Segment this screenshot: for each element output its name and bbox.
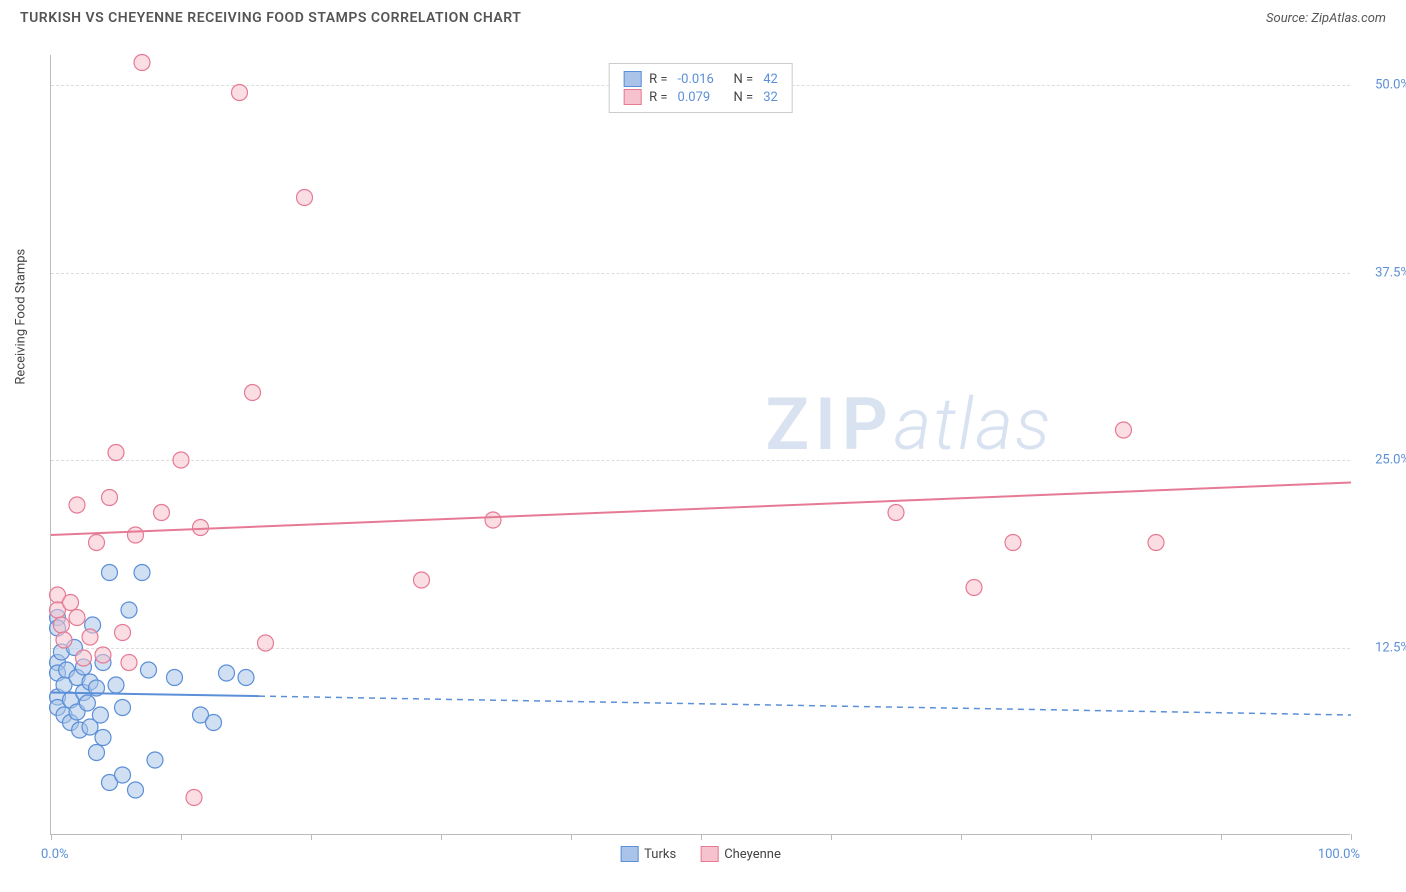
scatter-point (128, 782, 144, 798)
legend-swatch (700, 846, 718, 862)
scatter-point (102, 565, 118, 581)
legend-swatch (623, 89, 641, 105)
scatter-point (108, 445, 124, 461)
scatter-point (115, 625, 131, 641)
scatter-point (219, 665, 235, 681)
scatter-point (297, 190, 313, 206)
correlation-legend: R = -0.016 N = 42 R = 0.079 N = 32 (608, 63, 793, 113)
scatter-point (108, 677, 124, 693)
x-tick (51, 834, 52, 840)
x-tick (701, 834, 702, 840)
scatter-point (1116, 422, 1132, 438)
scatter-point (173, 452, 189, 468)
y-tick-label: 37.5% (1375, 265, 1406, 280)
scatter-point (966, 580, 982, 596)
legend-swatch (623, 71, 641, 87)
chart-title: TURKISH VS CHEYENNE RECEIVING FOOD STAMP… (20, 10, 521, 26)
legend-r-label: R = (649, 72, 667, 87)
scatter-point (128, 527, 144, 543)
scatter-point (102, 490, 118, 506)
scatter-point (888, 505, 904, 521)
legend-n-value: 32 (763, 90, 778, 105)
x-tick (1221, 834, 1222, 840)
scatter-point (238, 670, 254, 686)
scatter-point (134, 55, 150, 71)
scatter-point (193, 520, 209, 536)
scatter-svg (51, 55, 1350, 834)
y-tick-label: 12.5% (1375, 640, 1406, 655)
scatter-point (53, 617, 69, 633)
scatter-point (206, 715, 222, 731)
legend-swatch (620, 846, 638, 862)
x-tick (1351, 834, 1352, 840)
scatter-point (89, 745, 105, 761)
legend-n-value: 42 (763, 72, 778, 87)
legend-r-value: 0.079 (678, 90, 726, 105)
scatter-point (89, 535, 105, 551)
scatter-point (232, 85, 248, 101)
legend-series-label: Cheyenne (724, 847, 781, 862)
scatter-point (95, 647, 111, 663)
legend-r-value: -0.016 (678, 72, 726, 87)
scatter-point (154, 505, 170, 521)
legend-r-label: R = (649, 90, 667, 105)
x-axis-min-label: 0.0% (41, 847, 69, 862)
scatter-point (76, 650, 92, 666)
scatter-point (414, 572, 430, 588)
scatter-point (167, 670, 183, 686)
scatter-point (92, 707, 108, 723)
scatter-point (95, 730, 111, 746)
legend-series-item: Turks (620, 846, 676, 862)
scatter-point (63, 595, 79, 611)
scatter-point (258, 635, 274, 651)
scatter-point (69, 610, 85, 626)
x-tick (311, 834, 312, 840)
scatter-point (485, 512, 501, 528)
scatter-point (79, 695, 95, 711)
scatter-point (134, 565, 150, 581)
legend-row: R = -0.016 N = 42 (623, 70, 778, 88)
x-tick (961, 834, 962, 840)
scatter-point (121, 655, 137, 671)
trend-line-solid (51, 483, 1351, 536)
legend-n-label: N = (734, 72, 754, 87)
x-tick (571, 834, 572, 840)
legend-series-item: Cheyenne (700, 846, 781, 862)
y-tick-label: 25.0% (1375, 453, 1406, 468)
x-axis-max-label: 100.0% (1318, 847, 1360, 862)
y-axis-title: Receiving Food Stamps (14, 248, 29, 384)
scatter-point (245, 385, 261, 401)
chart-plot-area: Receiving Food Stamps ZIPatlas 12.5%25.0… (50, 55, 1350, 835)
scatter-point (1005, 535, 1021, 551)
scatter-point (115, 767, 131, 783)
scatter-point (147, 752, 163, 768)
scatter-point (115, 700, 131, 716)
x-tick (441, 834, 442, 840)
legend-row: R = 0.079 N = 32 (623, 88, 778, 106)
chart-source: Source: ZipAtlas.com (1266, 11, 1386, 26)
scatter-point (69, 497, 85, 513)
scatter-point (56, 632, 72, 648)
x-tick (1091, 834, 1092, 840)
x-tick (831, 834, 832, 840)
scatter-point (121, 602, 137, 618)
scatter-point (141, 662, 157, 678)
y-tick-label: 50.0% (1375, 78, 1406, 93)
x-tick (181, 834, 182, 840)
scatter-point (82, 629, 98, 645)
series-legend: Turks Cheyenne (620, 846, 781, 862)
scatter-point (1148, 535, 1164, 551)
trend-line-dashed (259, 696, 1351, 715)
scatter-point (186, 790, 202, 806)
legend-series-label: Turks (644, 847, 676, 862)
legend-n-label: N = (734, 90, 754, 105)
